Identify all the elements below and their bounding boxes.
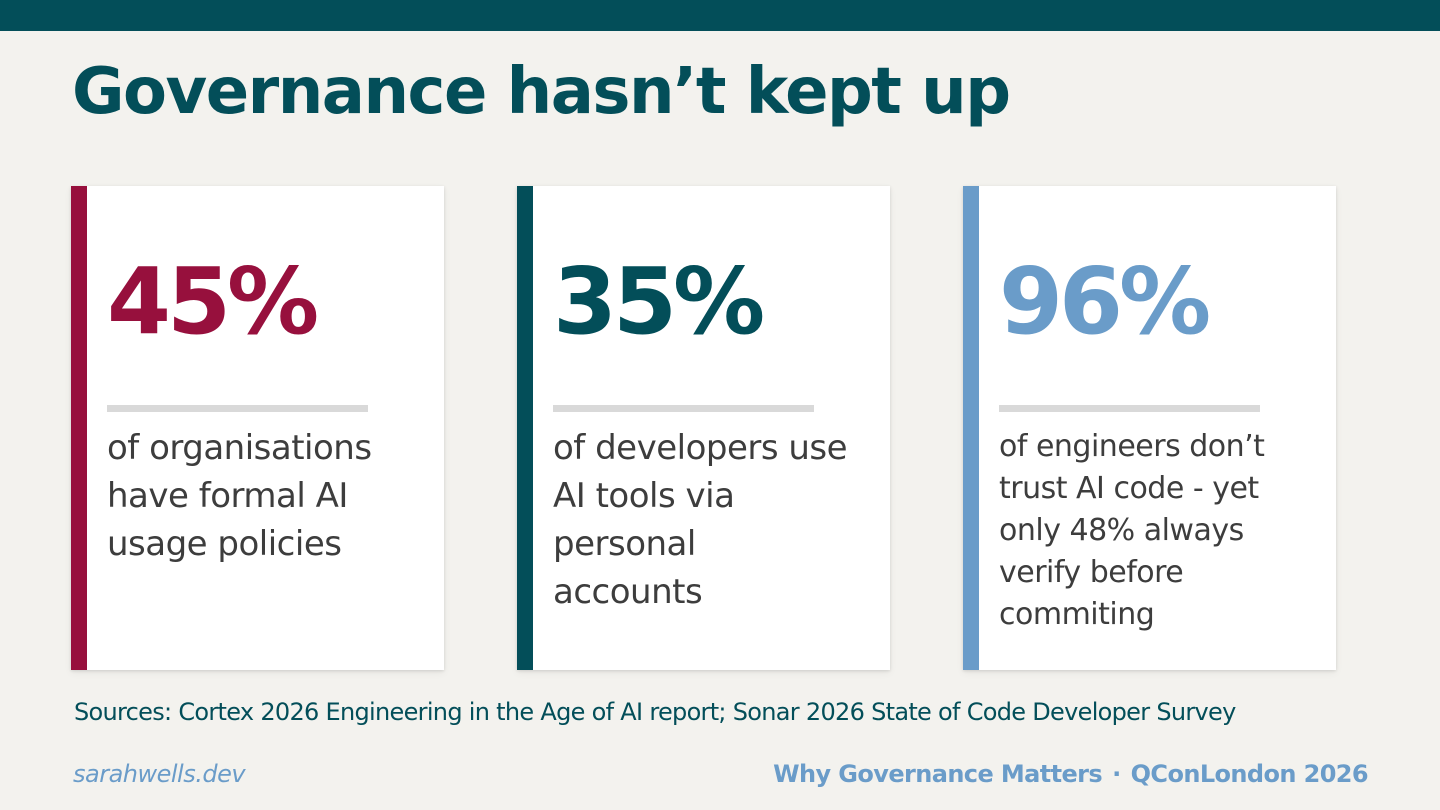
footer-talk-title: Why Governance Matters [773,760,1103,788]
stat-description: of engineers don’t trust AI code - yet o… [999,429,1265,632]
card-accent-bar [517,186,533,670]
slide-title: Governance hasn’t kept up [72,55,1011,129]
stat-card-developers: 35% of developers use AI tools via perso… [517,186,890,670]
card-divider [553,405,814,412]
footer-website: sarahwells.dev [73,760,246,788]
footer-separator: · [1112,760,1121,788]
top-bar [0,0,1440,31]
stat-card-organisations: 45% of organisations have formal AI usag… [71,186,444,670]
stat-card-engineers: 96% of engineers don’t trust AI code - y… [963,186,1336,670]
card-divider [999,405,1260,412]
stat-description: of organisations have formal AI usage po… [107,428,372,564]
card-accent-bar [71,186,87,670]
stat-value: 35% [553,248,765,355]
sources-note: Sources: Cortex 2026 Engineering in the … [74,698,1236,726]
card-divider [107,405,368,412]
stat-value: 45% [107,248,319,355]
footer-event-info: Why Governance Matters · QConLondon 2026 [773,760,1368,788]
footer-event-name: QConLondon 2026 [1130,760,1369,788]
card-accent-bar [963,186,979,670]
stat-value: 96% [999,248,1211,355]
stat-description: of developers use AI tools via personal … [553,428,848,612]
